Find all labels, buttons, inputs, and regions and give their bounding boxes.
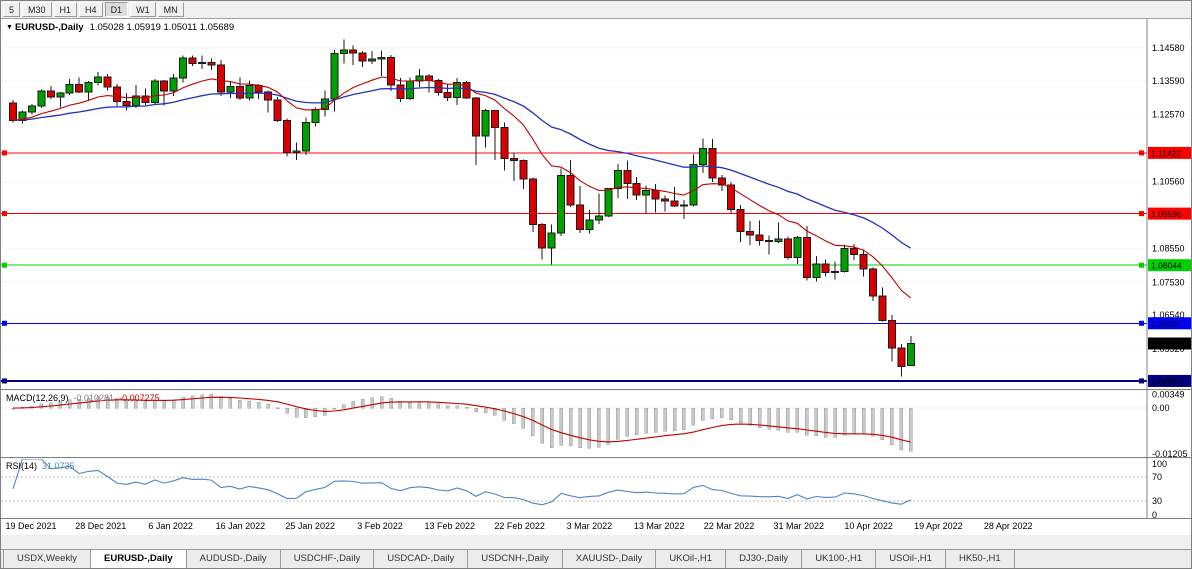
macd-main-value: -0.010281	[73, 393, 115, 403]
time-axis-label: 28 Apr 2022	[983, 521, 1033, 531]
time-axis-label: 28 Dec 2021	[75, 521, 127, 531]
ma-slow-line	[12, 86, 912, 249]
svg-text:30: 30	[1152, 496, 1162, 506]
time-axis-label: 3 Feb 2022	[357, 521, 403, 531]
rsi-value: 31.0735	[42, 461, 75, 471]
svg-text:0.00: 0.00	[1152, 403, 1170, 413]
chart-tabs: USDX,Weekly EURUSD-,Daily AUDUSD-,Daily USD…	[1, 549, 1191, 568]
chart-symbol-label: EURUSD-,Daily	[14, 22, 84, 33]
svg-text:1.05689: 1.05689	[1151, 339, 1182, 349]
price-badge: 1.04562	[1148, 374, 1191, 387]
chart-tab-dj30-daily[interactable]: DJ30-,Daily	[725, 550, 803, 568]
time-axis-label: 13 Mar 2022	[633, 521, 685, 531]
timeframe-button-w1[interactable]: W1	[130, 2, 156, 17]
svg-text:1.04562: 1.04562	[1151, 376, 1182, 386]
svg-text:0: 0	[1152, 510, 1157, 519]
time-axis-label: 6 Jan 2022	[148, 521, 193, 531]
chart-tab-eurusd-daily[interactable]: EURUSD-,Daily	[90, 550, 187, 568]
price-badge: 1.08044	[1148, 259, 1191, 272]
timeframe-button-m30[interactable]: M30	[22, 2, 52, 17]
svg-text:1.06540: 1.06540	[1152, 310, 1185, 320]
timeframe-button-mn[interactable]: MN	[157, 2, 184, 17]
price-badge: 1.11422	[1148, 146, 1191, 159]
svg-text:1.06297: 1.06297	[1151, 319, 1182, 329]
chart-ohlc-values: 1.05028 1.05919 1.05011 1.05689	[89, 22, 235, 33]
chart-tab-usdcad-daily[interactable]: USDCAD-,Daily	[373, 550, 469, 568]
time-axis-label: 31 Mar 2022	[773, 521, 825, 531]
svg-text:1.13590: 1.13590	[1152, 76, 1185, 86]
svg-text:70: 70	[1152, 472, 1162, 482]
chart-tab-usoil-h1[interactable]: USOil-,H1	[875, 550, 946, 568]
time-axis-label: 13 Feb 2022	[424, 521, 476, 531]
price-badge: 1.09596	[1148, 207, 1191, 220]
time-axis-label: 19 Apr 2022	[914, 521, 963, 531]
rsi-title: RSI(14)	[6, 461, 38, 471]
svg-text:1.09596: 1.09596	[1151, 209, 1182, 219]
svg-text:1.08550: 1.08550	[1152, 243, 1185, 253]
time-axis-label: 22 Mar 2022	[703, 521, 755, 531]
timeframe-button-d1[interactable]: D1	[104, 2, 129, 17]
symbol-marker-icon: ▼	[6, 24, 13, 31]
chart-tab-usdchf-daily[interactable]: USDCHF-,Daily	[279, 550, 375, 568]
macd-title: MACD(12,26,9)	[6, 393, 69, 403]
time-axis-label: 19 Dec 2021	[5, 521, 57, 531]
svg-text:1.08044: 1.08044	[1151, 261, 1182, 271]
svg-text:100: 100	[1152, 459, 1167, 469]
macd-signal-line	[12, 396, 911, 443]
time-axis-label: 3 Mar 2022	[566, 521, 613, 531]
time-axis[interactable]: 19 Dec 2021 28 Dec 2021 6 Jan 2022 16 Jan 2…	[1, 519, 1191, 535]
svg-text:1.14580: 1.14580	[1152, 43, 1185, 53]
horizontal-level-lines[interactable]	[1, 150, 1147, 384]
chart-tab-hk50-h1[interactable]: HK50-,H1	[944, 550, 1015, 568]
svg-text:1.11422: 1.11422	[1151, 148, 1181, 158]
svg-text:-0.01205: -0.01205	[1152, 449, 1188, 459]
chart-canvas[interactable]: 1.14580 1.13590 1.12570 1.10560 1.08550 1.075…	[1, 19, 1192, 519]
macd-label: MACD(12,26,9) -0.010281 -0.007275	[6, 393, 160, 403]
chart-tab-usdx-weekly[interactable]: USDX,Weekly	[3, 550, 92, 568]
time-axis-label: 22 Feb 2022	[494, 521, 545, 531]
rsi-label: RSI(14) 31.0735	[6, 461, 75, 471]
svg-text:0.00349: 0.00349	[1152, 390, 1185, 400]
candlestick-series	[9, 39, 915, 377]
svg-text:1.10560: 1.10560	[1152, 177, 1185, 187]
chart-tab-usdcnh-daily[interactable]: USDCNH-,Daily	[467, 550, 563, 568]
chart-tab-audusd-daily[interactable]: AUDUSD-,Daily	[185, 550, 281, 568]
timeframe-toolbar: 5 M30 H1 H4 D1 W1 MN	[1, 1, 1191, 19]
rsi-line	[12, 458, 911, 506]
chart-tab-ukoil-h1[interactable]: UKOil-,H1	[655, 550, 727, 568]
price-badge: 1.06297	[1148, 317, 1191, 330]
timeframe-button-5[interactable]: 5	[3, 2, 21, 17]
chart-tab-uk100-h1[interactable]: UK100-,H1	[801, 550, 877, 568]
chart-title: ▼ EURUSD-,Daily 1.05028 1.05919 1.05011 1.…	[6, 22, 234, 33]
chart-tab-xauusd-daily[interactable]: XAUUSD-,Daily	[561, 550, 657, 568]
timeframe-button-h1[interactable]: H1	[53, 2, 78, 17]
timeframe-button-h4[interactable]: H4	[79, 2, 103, 17]
time-axis-label: 16 Jan 2022	[215, 521, 266, 531]
svg-text:1.12570: 1.12570	[1152, 110, 1185, 120]
time-axis-label: 10 Apr 2022	[844, 521, 893, 531]
time-axis-label: 25 Jan 2022	[285, 521, 335, 531]
macd-signal-value: -0.007275	[119, 393, 160, 403]
ma-fast-line	[12, 76, 912, 299]
price-badge: 1.05689	[1148, 337, 1191, 350]
svg-text:1.07530: 1.07530	[1152, 277, 1185, 287]
